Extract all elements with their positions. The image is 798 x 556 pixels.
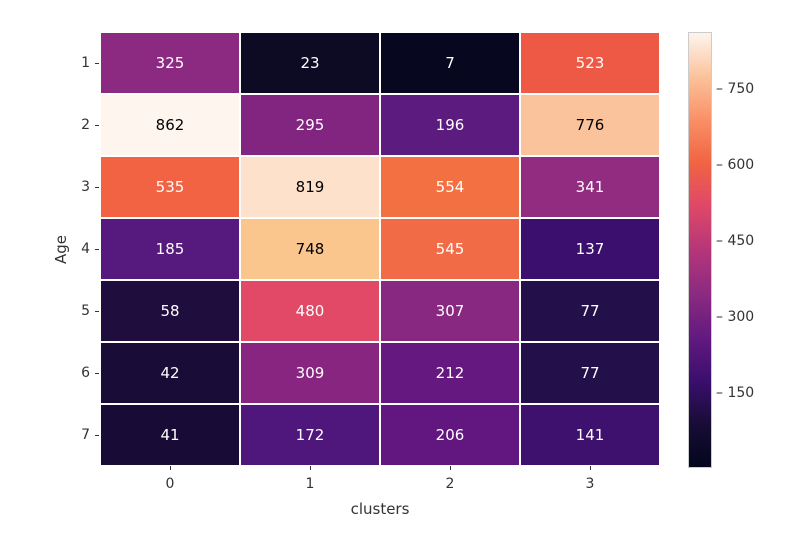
heatmap-cell: 535 [100, 156, 240, 218]
y-tick-label: 1 [70, 55, 90, 71]
y-tick-label: 6 [70, 365, 90, 381]
colorbar-tick-label: – 150 [716, 385, 754, 401]
colorbar-tick-label: – 300 [716, 309, 754, 325]
heatmap-cell: 748 [240, 218, 380, 280]
heatmap-cell: 309 [240, 342, 380, 404]
y-axis-label: Age [52, 235, 70, 264]
heatmap-cell: 325 [100, 32, 240, 94]
heatmap-cell: 172 [240, 404, 380, 466]
heatmap-cell: 58 [100, 280, 240, 342]
y-tick-mark [95, 63, 99, 64]
colorbar-tick-label: – 600 [716, 157, 754, 173]
heatmap-cell: 776 [520, 94, 660, 156]
heatmap-cell: 77 [520, 342, 660, 404]
colorbar [688, 32, 712, 468]
heatmap-cell: 42 [100, 342, 240, 404]
y-tick-label: 5 [70, 303, 90, 319]
heatmap-cell: 196 [380, 94, 520, 156]
x-tick-label: 0 [166, 476, 175, 492]
heatmap-cell: 545 [380, 218, 520, 280]
x-tick-label: 2 [446, 476, 455, 492]
y-tick-mark [95, 187, 99, 188]
x-tick-mark [450, 466, 451, 470]
heatmap-cell: 554 [380, 156, 520, 218]
y-tick-mark [95, 311, 99, 312]
heatmap-cell: 23 [240, 32, 380, 94]
x-tick-label: 3 [586, 476, 595, 492]
heatmap-cell: 206 [380, 404, 520, 466]
y-tick-label: 3 [70, 179, 90, 195]
heatmap-cell: 185 [100, 218, 240, 280]
x-tick-label: 1 [306, 476, 315, 492]
heatmap-cell: 212 [380, 342, 520, 404]
heatmap-cell: 341 [520, 156, 660, 218]
heatmap-cell: 41 [100, 404, 240, 466]
heatmap-cell: 862 [100, 94, 240, 156]
y-tick-mark [95, 435, 99, 436]
colorbar-tick-label: – 750 [716, 81, 754, 97]
x-axis-label: clusters [351, 500, 410, 518]
heatmap-cell: 480 [240, 280, 380, 342]
y-tick-label: 7 [70, 427, 90, 443]
heatmap-grid: 325237523 862295196776 535819554341 1857485… [100, 32, 660, 466]
colorbar-tick-label: – 450 [716, 233, 754, 249]
x-tick-mark [170, 466, 171, 470]
y-tick-mark [95, 125, 99, 126]
y-tick-mark [95, 249, 99, 250]
x-tick-mark [310, 466, 311, 470]
heatmap-cell: 819 [240, 156, 380, 218]
y-tick-mark [95, 373, 99, 374]
heatmap-cell: 307 [380, 280, 520, 342]
heatmap-cell: 295 [240, 94, 380, 156]
heatmap-cell: 137 [520, 218, 660, 280]
heatmap-cell: 77 [520, 280, 660, 342]
x-tick-mark [590, 466, 591, 470]
heatmap-cell: 523 [520, 32, 660, 94]
heatmap-cell: 141 [520, 404, 660, 466]
heatmap-cell: 7 [380, 32, 520, 94]
y-tick-label: 4 [70, 241, 90, 257]
y-tick-label: 2 [70, 117, 90, 133]
